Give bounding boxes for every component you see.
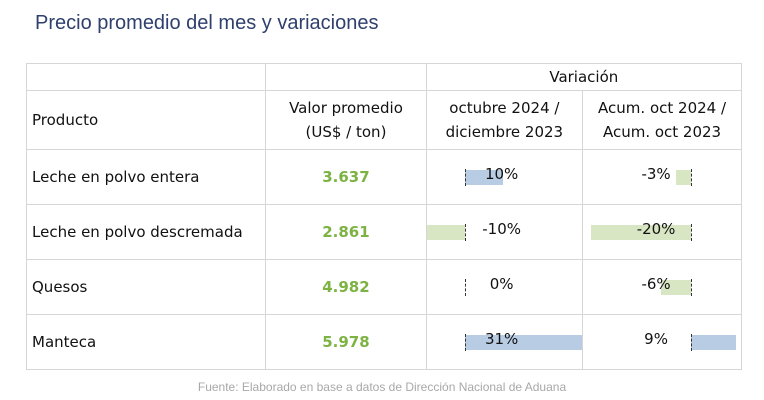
var2-zero-axis [691, 169, 693, 186]
var1-zero-axis [464, 334, 466, 351]
var2-percent: -20% [636, 220, 676, 238]
product-name: Leche en polvo descremada [25, 204, 267, 260]
var2-data-bar [676, 170, 692, 185]
var1-percent: 31% [484, 330, 519, 348]
var1-zero-axis [464, 169, 466, 186]
var1-cell: 31% [425, 314, 584, 370]
var2-cell: 9% [582, 314, 742, 370]
average-price: 4.982 [265, 259, 427, 315]
var1-cell: 10% [425, 149, 584, 205]
var2-percent: 9% [644, 330, 668, 348]
var1-data-bar [464, 335, 582, 350]
average-price: 3.637 [265, 149, 427, 205]
table-row: Manteca 5.978 31% 9% [25, 314, 742, 370]
var2-zero-axis [691, 279, 693, 296]
var1-percent: 0% [489, 275, 514, 293]
product-name: Leche en polvo entera [25, 149, 267, 205]
var1-data-bar [464, 170, 503, 185]
var2-cell: -20% [582, 204, 742, 260]
table-row: Leche en polvo entera 3.637 10% -3% [25, 149, 742, 205]
var2-data-bar [591, 225, 692, 240]
empty-header-cell [265, 63, 427, 91]
value-header-line2: (US$ / ton) [305, 123, 387, 141]
var2-data-bar [691, 335, 737, 350]
var2-header-line1: Acum. oct 2024 / [598, 99, 727, 117]
var2-zero-axis [691, 334, 693, 351]
value-header-line1: Valor promedio [289, 99, 403, 117]
var1-zero-axis [464, 224, 466, 241]
var1-column-header: octubre 2024 / diciembre 2023 [425, 90, 584, 150]
value-column-header: Valor promedio (US$ / ton) [265, 90, 427, 150]
variation-group-header: Variación [425, 63, 743, 91]
var2-percent: -3% [641, 165, 671, 183]
var1-data-bar [426, 225, 465, 240]
var2-zero-axis [691, 224, 693, 241]
product-name: Manteca [25, 314, 267, 370]
var1-header-line1: octubre 2024 / [449, 99, 560, 117]
var2-data-bar [661, 280, 692, 295]
var2-cell: -3% [582, 149, 742, 205]
product-column-header: Producto [25, 90, 267, 150]
var1-zero-axis [464, 279, 466, 296]
product-name: Quesos [25, 259, 267, 315]
page-title: Precio promedio del mes y variaciones [35, 12, 379, 34]
var2-column-header: Acum. oct 2024 / Acum. oct 2023 [582, 90, 742, 150]
var1-header-line2: diciembre 2023 [445, 123, 564, 141]
empty-header-cell [25, 63, 267, 91]
source-note: Fuente: Elaborado en base a datos de Dir… [197, 380, 567, 394]
average-price: 2.861 [265, 204, 427, 260]
table-row: Leche en polvo descremada 2.861 -10% -20… [25, 204, 742, 260]
var1-percent: 10% [484, 165, 519, 183]
price-variation-table: Variación Producto Valor promedio (US$ /… [25, 63, 743, 370]
var2-percent: -6% [641, 275, 671, 293]
var2-cell: -6% [582, 259, 742, 315]
var1-cell: -10% [425, 204, 584, 260]
average-price: 5.978 [265, 314, 427, 370]
var1-cell: 0% [425, 259, 584, 315]
var2-header-line2: Acum. oct 2023 [602, 123, 722, 141]
var1-percent: -10% [482, 220, 521, 238]
table-row: Quesos 4.982 0% -6% [25, 259, 742, 315]
